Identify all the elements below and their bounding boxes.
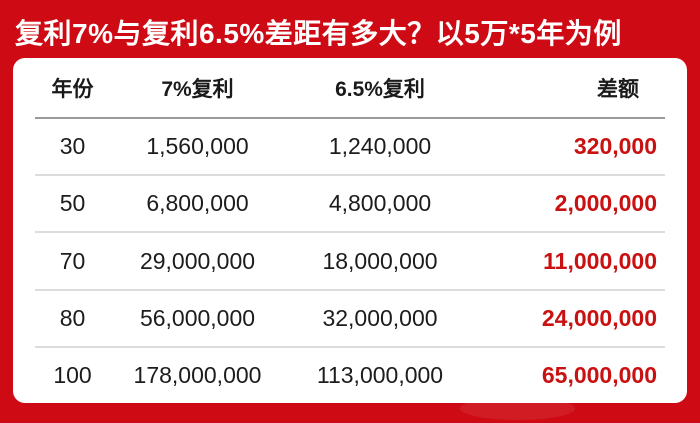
cell-rate7: 29,000,000 <box>139 247 256 274</box>
header-rate65: 6.5%复利 <box>335 77 425 101</box>
cell-rate65: 32,000,000 <box>322 304 438 331</box>
cell-diff: 320,000 <box>573 133 657 160</box>
cell-year: 70 <box>59 247 86 274</box>
cell-diff: 65,000,000 <box>541 361 657 388</box>
cell-diff: 24,000,000 <box>541 304 657 331</box>
cell-rate65: 113,000,000 <box>316 361 444 388</box>
watermark-smudge <box>460 397 575 420</box>
table-row: 30 1,560,000 1,240,000 320,000 <box>35 119 665 177</box>
table-card: 年份 7%复利 6.5%复利 差额 30 1,560,000 1,240,000… <box>13 58 687 403</box>
page-title: 复利7%与复利6.5%差距有多大？以5万*5年为例 <box>15 18 622 49</box>
cell-year: 80 <box>59 304 86 331</box>
cell-rate7: 6,800,000 <box>146 190 249 217</box>
cell-rate65: 18,000,000 <box>322 247 438 274</box>
table-row: 50 6,800,000 4,800,000 2,000,000 <box>35 176 665 234</box>
cell-diff: 11,000,000 <box>543 247 657 274</box>
header-diff: 差额 <box>597 77 639 101</box>
table-row: 70 29,000,000 18,000,000 11,000,000 <box>35 233 665 291</box>
cell-diff: 2,000,000 <box>554 190 657 217</box>
cell-rate7: 1,560,000 <box>146 133 249 160</box>
header-year: 年份 <box>51 77 94 101</box>
table-row: 80 56,000,000 32,000,000 24,000,000 <box>35 291 665 348</box>
cell-rate65: 1,240,000 <box>328 133 432 160</box>
cell-year: 100 <box>53 361 92 388</box>
cell-rate7: 56,000,000 <box>139 304 256 331</box>
cell-year: 50 <box>59 190 86 217</box>
header-rate7: 7%复利 <box>161 77 234 101</box>
cell-year: 30 <box>59 133 86 160</box>
table-row: 100 178,000,000 113,000,000 65,000,000 <box>35 348 665 403</box>
cell-rate7: 178,000,000 <box>133 361 262 388</box>
cell-rate65: 4,800,000 <box>328 190 432 217</box>
table-header-row: 年份 7%复利 6.5%复利 差额 <box>35 58 665 119</box>
